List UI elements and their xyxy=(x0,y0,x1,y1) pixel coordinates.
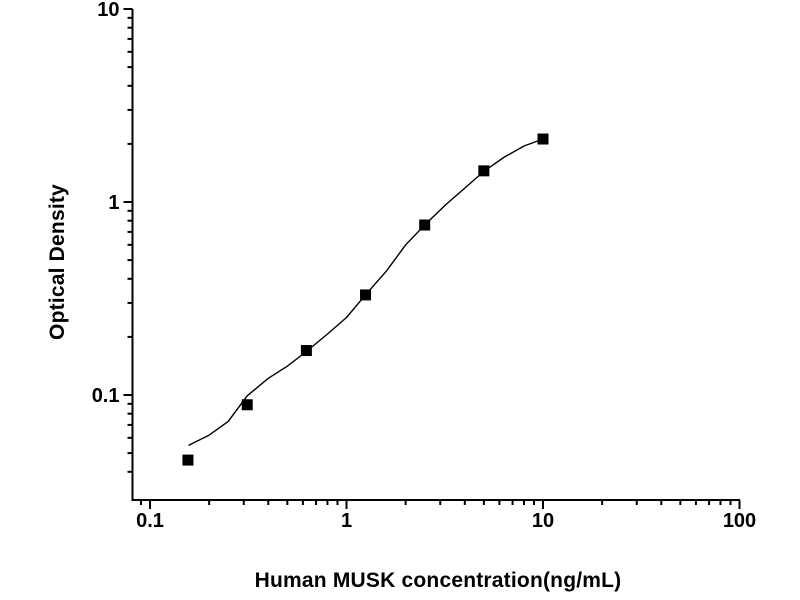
data-point-marker xyxy=(537,133,549,145)
x-tick-label: 100 xyxy=(723,510,756,532)
data-point-marker xyxy=(300,345,312,357)
y-tick-label: 0.1 xyxy=(92,385,120,407)
data-point-marker xyxy=(182,454,194,466)
x-tick-label: 0.1 xyxy=(136,510,164,532)
y-tick-label: 1 xyxy=(108,192,119,214)
x-tick-label: 10 xyxy=(532,510,554,532)
data-point-marker xyxy=(478,165,490,177)
data-point-marker xyxy=(419,219,431,231)
y-tick-label: 10 xyxy=(97,0,119,21)
data-point-marker xyxy=(360,289,372,301)
x-axis-title: Human MUSK concentration(ng/mL) xyxy=(254,569,622,592)
data-point-marker xyxy=(241,399,253,411)
y-axis-title: Optical Density xyxy=(46,184,69,340)
x-tick-label: 1 xyxy=(341,510,352,532)
